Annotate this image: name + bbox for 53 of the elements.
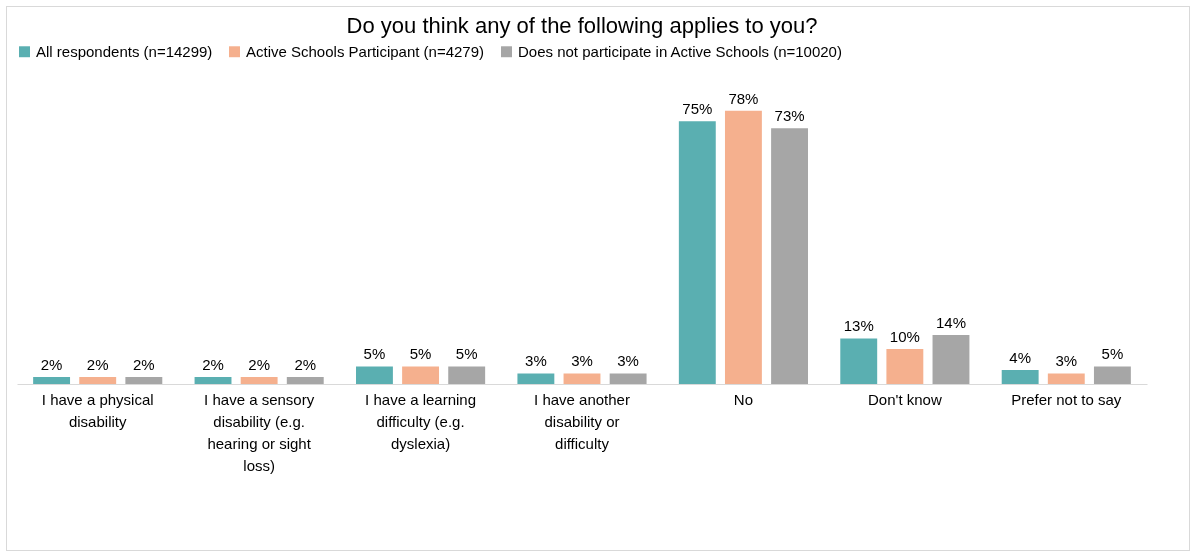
bar xyxy=(609,373,647,384)
legend-label: Active Schools Participant (n=4279) xyxy=(246,42,485,60)
x-tick-label: No xyxy=(733,390,754,408)
bar xyxy=(517,373,555,384)
bar xyxy=(1047,373,1085,384)
data-label: 2% xyxy=(86,355,109,373)
bar xyxy=(1001,369,1039,384)
data-label: 5% xyxy=(409,345,432,363)
bar xyxy=(1093,366,1131,384)
data-label: 2% xyxy=(132,355,155,373)
data-label: 14% xyxy=(935,313,966,331)
bar xyxy=(194,376,232,384)
data-label: 3% xyxy=(1055,352,1078,370)
data-label: 10% xyxy=(889,327,920,345)
data-label: 2% xyxy=(294,355,317,373)
data-label: 13% xyxy=(843,317,874,335)
legend-label: All respondents (n=14299) xyxy=(36,42,213,60)
bar xyxy=(286,376,324,384)
bar xyxy=(356,366,393,384)
bar xyxy=(678,121,716,384)
data-label: 78% xyxy=(728,89,759,107)
bar xyxy=(932,334,970,384)
data-label: 2% xyxy=(202,355,224,373)
data-label: 75% xyxy=(682,100,713,118)
bar xyxy=(840,338,878,384)
x-tick-label: I have a physical disability xyxy=(41,390,154,430)
x-tick-label: I have a learning difficulty (e.g. dyslexia) xyxy=(365,390,477,452)
data-label: 4% xyxy=(1009,348,1032,366)
chart-title: Do you think any of the following applies to you? xyxy=(346,13,818,38)
bar xyxy=(402,366,440,384)
x-tick-label: Don't know xyxy=(867,390,942,408)
bar xyxy=(771,128,808,384)
bar xyxy=(125,376,163,384)
bar xyxy=(448,366,486,384)
bar xyxy=(240,376,278,384)
bar xyxy=(724,110,762,384)
legend-label: Does not participate in Active Schools (n=10020) xyxy=(518,42,842,60)
bar xyxy=(79,376,117,384)
bar xyxy=(563,373,601,384)
data-label: 2% xyxy=(40,355,63,373)
data-label: 3% xyxy=(617,352,639,370)
x-tick-label: I have a sensory disability (e.g. hearing or sight loss) xyxy=(204,390,315,474)
x-tick-label: I have another disability or difficulty xyxy=(534,390,630,452)
data-label: 5% xyxy=(363,345,386,363)
x-tick-label: Prefer not to say xyxy=(1011,390,1122,408)
data-label: 3% xyxy=(571,352,593,370)
data-label: 2% xyxy=(248,355,270,373)
bar xyxy=(33,376,71,384)
data-label: 5% xyxy=(1101,345,1124,363)
data-label: 3% xyxy=(525,352,547,370)
data-label: 73% xyxy=(774,107,805,125)
data-label: 5% xyxy=(455,345,478,363)
bar xyxy=(886,348,924,384)
